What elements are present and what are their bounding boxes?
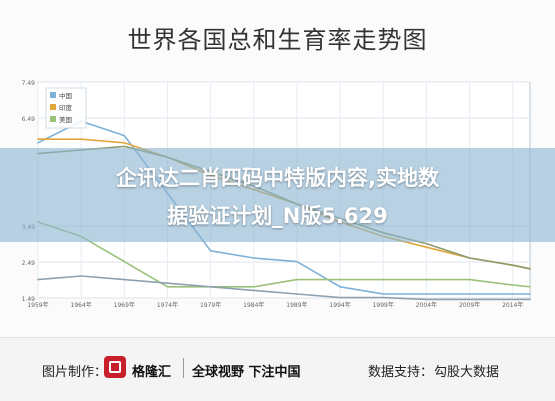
source-name: 勾股大数据	[434, 365, 500, 380]
x-tick-label: 1974年	[157, 301, 178, 309]
watermark-banner: 企讯达二肖四码中特版内容,实地数 据验证计划_N版5.629	[0, 148, 555, 242]
x-tick-label: 1999年	[373, 301, 394, 309]
x-tick-label: 1969年	[114, 301, 135, 309]
x-tick-label: 1959年	[27, 301, 48, 309]
y-tick-label: 7.49	[22, 80, 36, 87]
x-tick-label: 1984年	[243, 301, 264, 309]
legend-swatch	[50, 92, 56, 98]
legend-swatch	[50, 104, 56, 110]
footer: 图片制作： 格隆汇 全球视野 下注中国 数据支持： 勾股大数据	[0, 337, 555, 401]
series-line	[37, 120, 531, 295]
watermark-line-1: 企讯达二肖四码中特版内容,实地数	[116, 166, 439, 190]
series-line	[37, 275, 531, 301]
x-tick-label: 1964年	[71, 301, 92, 309]
y-tick-label: 6.49	[22, 116, 36, 123]
x-tick-label: 1994年	[329, 301, 350, 309]
x-tick-label: 2014年	[502, 301, 523, 309]
y-tick-label: 1.49	[22, 296, 36, 303]
brand-slogan: 全球视野 下注中国	[192, 365, 301, 380]
legend-label: 印度	[59, 103, 73, 112]
made-by-label: 图片制作：	[42, 365, 108, 380]
y-tick-label: 2.49	[22, 260, 36, 267]
source-label: 数据支持：	[368, 365, 434, 380]
x-tick-label: 1989年	[286, 301, 307, 309]
x-tick-label: 2004年	[416, 301, 437, 309]
series-line	[37, 221, 531, 288]
legend-swatch	[50, 116, 56, 122]
legend-label: 美国	[59, 115, 72, 124]
watermark-line-2: 据验证计划_N版5.629	[167, 204, 388, 228]
brand-name: 格隆汇	[132, 365, 172, 380]
footer-divider	[183, 358, 184, 378]
x-tick-label: 2009年	[459, 301, 480, 309]
x-tick-label: 1979年	[200, 301, 221, 309]
brand-logo-icon	[104, 356, 126, 378]
page-title: 世界各国总和生育率走势图	[127, 26, 428, 54]
legend-label: 中国	[59, 91, 72, 100]
